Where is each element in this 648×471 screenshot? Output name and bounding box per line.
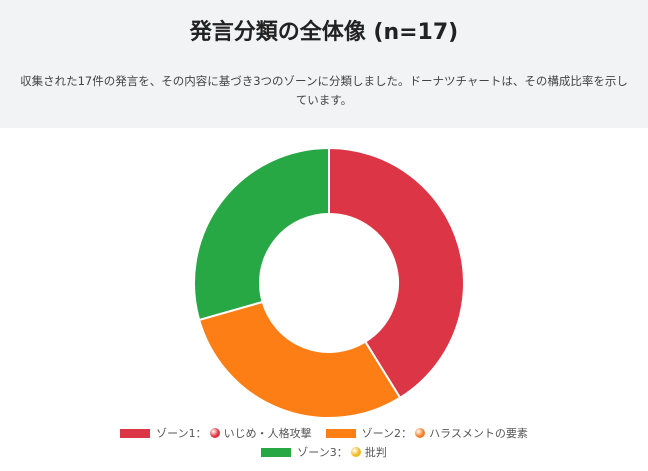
orange-circle-icon [415,428,426,438]
donut-chart [193,146,465,419]
header: 発言分類の全体像 (n=17) 収集された17件の発言を、その内容に基づき3つの… [0,0,648,128]
legend-zone1-label: ゾーン1： [156,427,207,440]
page-description: 収集された17件の発言を、その内容に基づき3つのゾーンに分類しました。ドーナツチ… [20,74,628,107]
slice-zone2[interactable] [197,300,402,419]
legend-swatch-zone1 [120,428,151,438]
chart-legend: ゾーン1： いじめ・人格攻撃 ゾーン2： ハラスメントの要素 ゾーン3： 批判 [0,424,648,462]
page-title: 発言分類の全体像 (n=17) [189,20,459,45]
legend-zone1-text: いじめ・人格攻撃 [223,427,312,440]
legend-zone2-label: ゾーン2： [361,427,413,440]
yellow-circle-icon [350,447,361,457]
legend-item-zone1[interactable]: ゾーン1： いじめ・人格攻撃 [120,425,312,441]
legend-zone2-text: ハラスメントの要素 [429,427,528,440]
legend-item-zone2[interactable]: ゾーン2： ハラスメントの要素 [325,425,528,441]
slice-zone1[interactable] [328,146,465,400]
legend-zone3-label: ゾーン3： [297,446,348,459]
legend-swatch-zone2 [325,428,356,438]
slice-zone3[interactable] [193,146,330,322]
legend-zone3-text: 批判 [364,446,387,459]
legend-item-zone3[interactable]: ゾーン3： 批判 [261,444,387,460]
red-circle-icon [209,428,220,438]
legend-swatch-zone3 [261,447,292,457]
